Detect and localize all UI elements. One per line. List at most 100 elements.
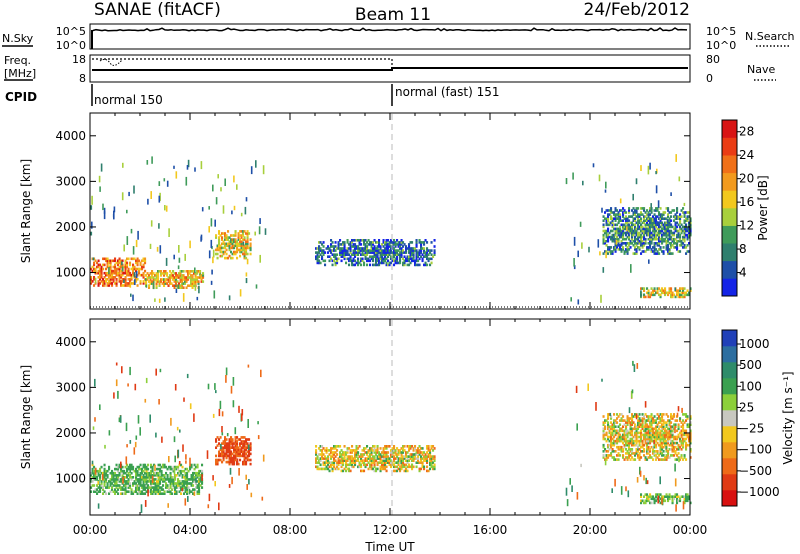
range-cell — [104, 444, 106, 449]
range-cell — [358, 251, 361, 254]
range-cell — [145, 484, 148, 487]
range-cell — [118, 465, 121, 469]
range-cell — [661, 441, 664, 445]
range-cell — [619, 231, 622, 235]
range-cell — [656, 237, 659, 241]
range-cell — [232, 400, 235, 408]
range-cell — [676, 493, 679, 496]
range-cell — [378, 257, 381, 261]
range-cell — [224, 242, 227, 246]
range-cell — [106, 261, 109, 265]
range-cell — [145, 476, 148, 479]
range-cell — [689, 417, 692, 420]
colorbar-block — [722, 190, 737, 209]
range-cell — [130, 492, 133, 495]
range-cell — [658, 458, 661, 461]
range-cell — [382, 261, 385, 265]
range-cell — [236, 440, 239, 443]
range-cell — [670, 427, 673, 431]
range-cell — [322, 467, 325, 471]
range-cell — [181, 280, 184, 283]
range-cell — [605, 456, 608, 459]
range-cell — [175, 474, 178, 477]
range-cell — [677, 448, 680, 451]
range-cell — [628, 452, 631, 455]
range-cell — [638, 242, 641, 245]
range-cell — [655, 421, 658, 424]
range-cell — [151, 274, 154, 277]
range-cell — [664, 289, 667, 292]
range-cell — [234, 252, 237, 256]
range-cell — [397, 453, 400, 456]
range-cell — [658, 223, 661, 227]
range-cell — [629, 221, 632, 225]
range-cell — [249, 446, 252, 449]
range-cell — [151, 467, 154, 471]
range-cell — [336, 247, 339, 250]
range-cell — [111, 284, 114, 287]
range-cell — [322, 457, 325, 460]
range-cell — [367, 259, 370, 263]
range-cell — [333, 247, 336, 250]
range-cell — [429, 463, 432, 467]
range-cell — [626, 250, 629, 253]
range-cell — [228, 442, 231, 445]
range-cell — [393, 457, 396, 460]
range-cell — [629, 229, 632, 233]
range-cell — [396, 259, 399, 263]
range-cell — [167, 284, 170, 287]
range-cell — [582, 180, 584, 186]
range-cell — [155, 282, 158, 285]
range-cell — [169, 471, 172, 475]
range-cell — [175, 280, 178, 283]
range-cell — [632, 207, 635, 210]
range-cell — [148, 286, 151, 289]
range-cell — [636, 363, 639, 369]
range-cell — [327, 463, 330, 467]
range-cell — [177, 467, 180, 471]
range-cell — [622, 233, 625, 237]
range-cell — [334, 261, 337, 265]
range-cell — [641, 242, 644, 245]
range-cell — [136, 484, 139, 487]
range-cell — [665, 421, 668, 424]
range-cell — [97, 284, 100, 287]
range-cell — [331, 451, 334, 454]
range-cell — [230, 456, 233, 460]
range-cell — [388, 463, 391, 467]
range-cell — [175, 482, 178, 485]
range-cell — [243, 256, 246, 260]
range-cell — [685, 293, 688, 297]
range-cell — [117, 488, 120, 491]
range-cell — [378, 263, 381, 267]
range-cell — [408, 263, 411, 267]
range-cell — [623, 225, 626, 229]
range-cell — [378, 451, 381, 454]
range-cell — [647, 425, 650, 428]
range-cell — [640, 429, 643, 433]
range-cell — [157, 280, 160, 283]
range-cell — [230, 256, 233, 260]
range-cell — [637, 431, 640, 435]
range-cell — [643, 231, 646, 235]
range-cell — [390, 239, 393, 242]
range-cell — [610, 415, 613, 418]
range-cell — [667, 427, 670, 431]
range-cell — [236, 458, 239, 465]
range-cell — [238, 468, 240, 476]
range-cell — [324, 263, 327, 267]
range-cell — [668, 431, 671, 435]
range-cell — [243, 450, 246, 454]
range-cell — [685, 437, 688, 441]
range-cell — [620, 239, 623, 243]
range-cell — [652, 448, 655, 451]
range-cell — [193, 280, 196, 283]
range-cell — [194, 167, 196, 172]
range-cell — [154, 488, 157, 491]
range-cell — [608, 435, 611, 439]
range-cell — [242, 454, 245, 458]
range-cell — [375, 247, 378, 250]
range-cell — [216, 256, 219, 260]
range-cell — [622, 456, 625, 459]
range-cell — [327, 245, 330, 248]
